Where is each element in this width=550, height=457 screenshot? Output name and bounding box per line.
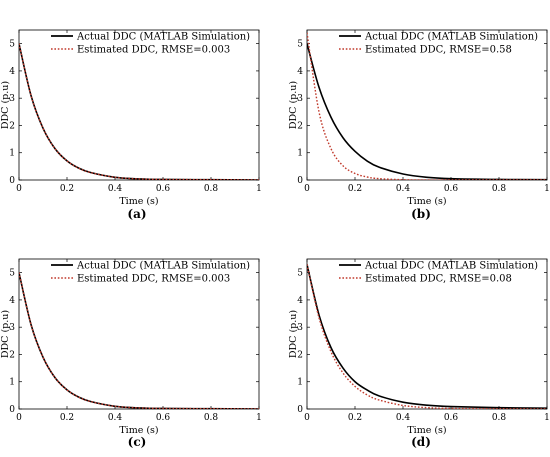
panel-caption: (d) xyxy=(411,435,431,449)
y-tick-label: 1 xyxy=(9,149,15,159)
x-tick-label: 1 xyxy=(544,184,550,194)
y-tick-label: 0 xyxy=(9,176,15,186)
series-group xyxy=(307,32,547,180)
y-tick-label: 0 xyxy=(9,405,15,415)
chart-panel-b: 0 0.2 0.4 0.6 0.8 1 0 1 2 3 4 5 Time (s) DDC (p.u) Act… xyxy=(288,29,550,221)
x-tick-label: 0.6 xyxy=(444,413,459,423)
series-line-actual xyxy=(307,264,547,409)
y-tick-label: 4 xyxy=(297,296,303,306)
x-axis-label: Time (s) xyxy=(407,425,446,436)
y-tick-label: 5 xyxy=(9,269,15,279)
series-line-estimated xyxy=(19,43,259,180)
legend-label-estimated: Estimated DDC, RMSE=0.08 xyxy=(365,274,512,285)
y-tick-label: 5 xyxy=(297,40,303,50)
y-axis-label: DDC (p.u) xyxy=(288,310,299,358)
y-tick-label: 1 xyxy=(297,378,303,388)
y-axis-label: DDC (p.u) xyxy=(288,81,299,129)
series-group xyxy=(19,43,259,180)
panel-caption: (b) xyxy=(411,207,431,221)
x-tick-label: 0 xyxy=(304,413,310,423)
y-tick-label: 4 xyxy=(9,296,15,306)
series-line-estimated xyxy=(307,32,547,180)
x-tick-label: 0.6 xyxy=(444,184,459,194)
y-tick-label: 4 xyxy=(297,67,303,77)
plot-frame xyxy=(306,29,548,181)
series-group xyxy=(307,264,547,409)
x-tick-label: 0.8 xyxy=(492,184,507,194)
y-tick-label: 2 xyxy=(297,121,303,131)
legend-label-estimated: Estimated DDC, RMSE=0.58 xyxy=(365,45,512,56)
panel-caption: (c) xyxy=(128,435,147,449)
y-tick-label: 2 xyxy=(9,121,15,131)
series-line-actual xyxy=(19,272,259,409)
x-tick-label: 1 xyxy=(544,413,550,423)
legend-label-estimated: Estimated DDC, RMSE=0.003 xyxy=(77,274,230,285)
plot-frame xyxy=(306,258,548,410)
x-tick-label: 0.4 xyxy=(396,184,411,194)
x-axis-label: Time (s) xyxy=(407,196,446,207)
legend-label-estimated: Estimated DDC, RMSE=0.003 xyxy=(77,45,230,56)
y-tick-label: 3 xyxy=(297,94,303,104)
plot-frame xyxy=(18,258,260,410)
y-axis-label: DDC (p.u) xyxy=(0,81,11,129)
x-tick-label: 0.2 xyxy=(348,184,362,194)
x-tick-label: 0.8 xyxy=(492,413,507,423)
x-tick-label: 0.2 xyxy=(60,413,74,423)
series-line-estimated xyxy=(307,264,547,409)
x-tick-label: 0.4 xyxy=(108,184,123,194)
y-tick-label: 0 xyxy=(297,405,303,415)
x-tick-label: 0.4 xyxy=(396,413,411,423)
panel-caption: (a) xyxy=(127,207,146,221)
series-line-estimated xyxy=(19,272,259,409)
y-tick-label: 2 xyxy=(9,350,15,360)
x-tick-label: 0.2 xyxy=(348,413,362,423)
x-axis-label: Time (s) xyxy=(119,425,158,436)
y-tick-label: 3 xyxy=(297,323,303,333)
x-tick-label: 0.8 xyxy=(204,413,219,423)
x-tick-label: 0 xyxy=(16,184,22,194)
x-tick-label: 1 xyxy=(256,184,262,194)
series-line-actual xyxy=(307,43,547,180)
y-tick-label: 1 xyxy=(9,378,15,388)
y-tick-label: 5 xyxy=(9,40,15,50)
series-line-actual xyxy=(19,43,259,180)
chart-panel-d: 0 0.2 0.4 0.6 0.8 1 0 1 2 3 4 5 Time (s) DDC (p.u) Act… xyxy=(288,258,550,449)
chart-panel-a: 0 0.2 0.4 0.6 0.8 1 0 1 2 3 4 5 Time (s) DDC (p.u) Act… xyxy=(0,29,262,221)
y-tick-label: 4 xyxy=(9,67,15,77)
y-tick-label: 1 xyxy=(297,149,303,159)
y-tick-label: 5 xyxy=(297,269,303,279)
x-tick-label: 0.6 xyxy=(156,184,171,194)
x-tick-label: 0.4 xyxy=(108,413,123,423)
y-axis-label: DDC (p.u) xyxy=(0,310,11,358)
legend-label-actual: Actual DDC (MATLAB Simulation) xyxy=(364,261,538,272)
x-tick-label: 0.2 xyxy=(60,184,74,194)
y-tick-label: 2 xyxy=(297,350,303,360)
plot-frame xyxy=(18,29,260,181)
legend-label-actual: Actual DDC (MATLAB Simulation) xyxy=(364,32,538,43)
x-axis-label: Time (s) xyxy=(119,196,158,207)
legend-label-actual: Actual DDC (MATLAB Simulation) xyxy=(76,261,250,272)
chart-panel-c: 0 0.2 0.4 0.6 0.8 1 0 1 2 3 4 5 Time (s) DDC (p.u) Act… xyxy=(0,258,262,449)
x-tick-label: 0 xyxy=(16,413,22,423)
series-group xyxy=(19,272,259,409)
x-tick-label: 0 xyxy=(304,184,310,194)
legend-label-actual: Actual DDC (MATLAB Simulation) xyxy=(76,32,250,43)
y-tick-label: 0 xyxy=(297,176,303,186)
y-tick-label: 3 xyxy=(9,323,15,333)
x-tick-label: 1 xyxy=(256,413,262,423)
x-tick-label: 0.6 xyxy=(156,413,171,423)
x-tick-label: 0.8 xyxy=(204,184,219,194)
y-tick-label: 3 xyxy=(9,94,15,104)
